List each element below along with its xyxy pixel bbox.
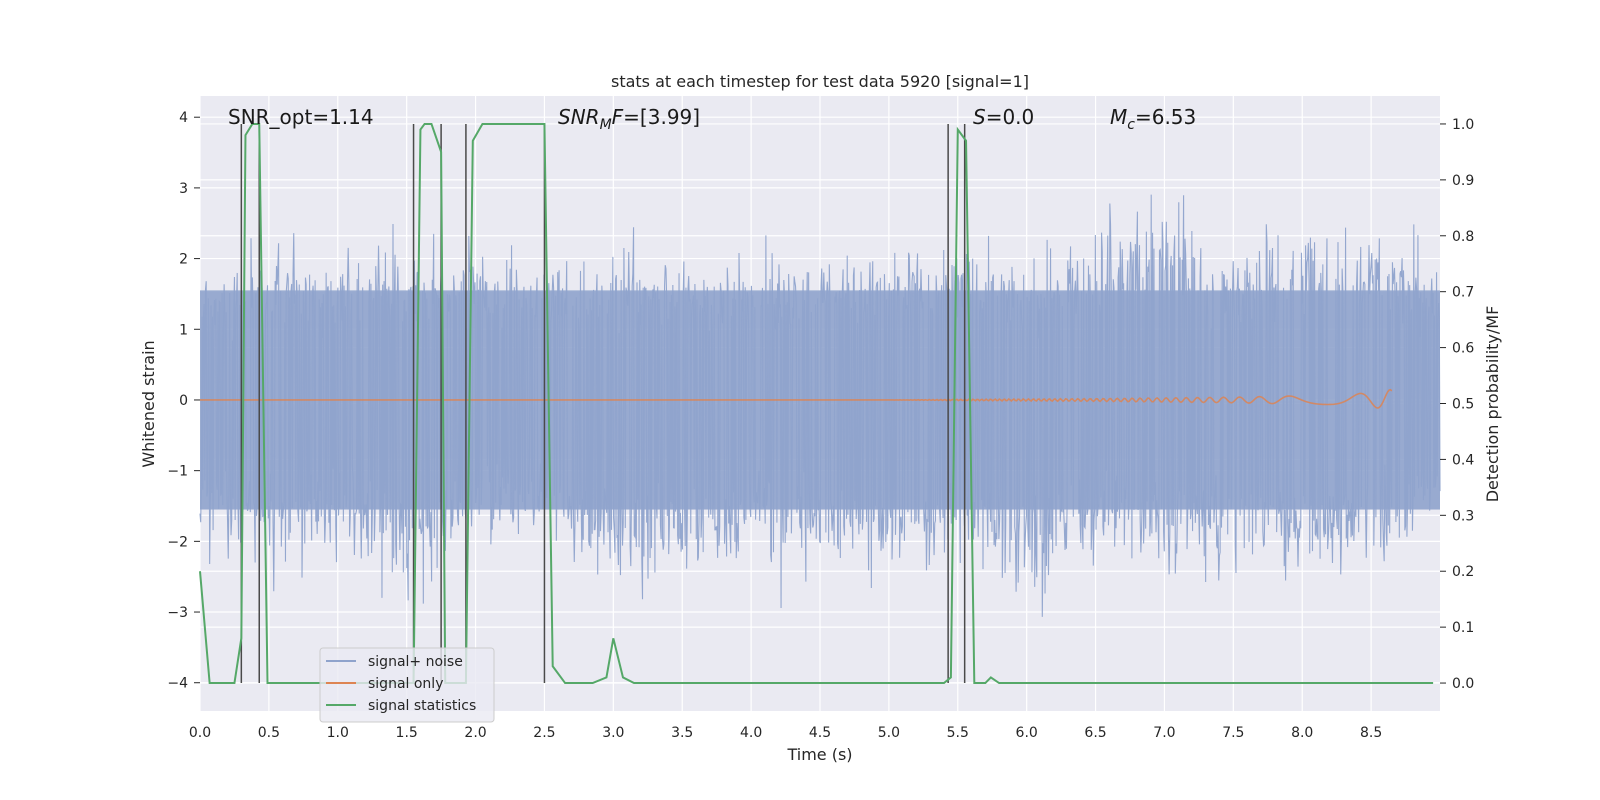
x-axis-label: Time (s) xyxy=(786,745,852,764)
y-tick-label: 3 xyxy=(179,181,188,197)
snr-mf-rest-italic: F xyxy=(612,105,624,129)
x-tick-label: 2.0 xyxy=(464,725,486,741)
y2-tick-label: 1.0 xyxy=(1452,117,1474,133)
x-tick-label: 1.5 xyxy=(396,725,418,741)
legend-label-stats: signal statistics xyxy=(368,698,476,714)
x-tick-label: 5.0 xyxy=(878,725,900,741)
y-axis-label: Whitened strain xyxy=(139,340,158,467)
x-tick-label: 4.0 xyxy=(740,725,762,741)
y2-axis-label: Detection probability/MF xyxy=(1483,306,1502,503)
x-tick-label: 3.0 xyxy=(602,725,624,741)
y-tick-label: 1 xyxy=(179,322,188,338)
annotation-mc: Mc=6.53 xyxy=(1110,105,1196,133)
signal-only-line xyxy=(200,388,1393,409)
x-tick-label: 7.0 xyxy=(1153,725,1175,741)
mc-rest: =6.53 xyxy=(1135,105,1196,129)
y-tick-label: −2 xyxy=(167,534,188,550)
x-tick-label: 7.5 xyxy=(1222,725,1244,741)
annotation-snr-opt: SNR_opt=1.14 xyxy=(228,105,374,129)
x-tick-label: 0.5 xyxy=(258,725,280,741)
x-tick-label: 3.5 xyxy=(671,725,693,741)
y-tick-label: 4 xyxy=(179,110,188,126)
y2-tick-label: 0.5 xyxy=(1452,397,1474,413)
snr-mf-main: SNR xyxy=(558,105,600,129)
mc-main: M xyxy=(1110,105,1127,129)
y2-tick-label: 0.6 xyxy=(1452,341,1474,357)
y-tick-label: 2 xyxy=(179,252,188,268)
y2-tick-label: 0.2 xyxy=(1452,564,1474,580)
y-tick-label: −1 xyxy=(167,464,188,480)
y-tick-label: −4 xyxy=(167,676,188,692)
x-tick-label: 1.0 xyxy=(327,725,349,741)
legend: signal+ noise signal only signal statist… xyxy=(319,647,495,723)
s-rest: =0.0 xyxy=(986,105,1035,129)
signal-statistics-line xyxy=(199,122,1434,685)
x-tick-label: 4.5 xyxy=(809,725,831,741)
chart-title: stats at each timestep for test data 592… xyxy=(611,72,1029,91)
y2-tick-label: 0.4 xyxy=(1452,452,1474,468)
y2-tick-label: 0.1 xyxy=(1452,620,1474,636)
s-main: S xyxy=(973,105,986,129)
y2-tick-label: 0.0 xyxy=(1452,676,1474,692)
x-tick-label: 8.5 xyxy=(1360,725,1382,741)
signal-only-series xyxy=(200,388,1393,409)
x-tick-label: 0.0 xyxy=(189,725,211,741)
y2-tick-label: 0.8 xyxy=(1452,229,1474,245)
snr-mf-rest: =[3.99] xyxy=(623,105,700,129)
y-tick-label: −3 xyxy=(167,605,188,621)
y2-axis-ticks: 1.0 0.9 0.8 0.7 0.6 0.5 0.4 0.3 0.2 0.1 0.0 xyxy=(1440,117,1474,692)
annotation-s: S=0.0 xyxy=(973,105,1034,129)
legend-label-noise: signal+ noise xyxy=(368,654,463,670)
noise-line xyxy=(199,194,1441,617)
y2-tick-label: 0.7 xyxy=(1452,285,1474,301)
x-tick-label: 6.0 xyxy=(1016,725,1038,741)
x-tick-label: 8.0 xyxy=(1291,725,1313,741)
x-axis-ticks: 0.0 0.5 1.0 1.5 2.0 2.5 3.0 3.5 4.0 4.5 5.0 5.5 6.0 6… xyxy=(189,725,1382,741)
x-tick-label: 5.5 xyxy=(947,725,969,741)
y-axis-ticks: 4 3 2 1 0 −1 −2 −3 −4 xyxy=(167,110,200,692)
y2-tick-label: 0.9 xyxy=(1452,173,1474,189)
y2-tick-label: 0.3 xyxy=(1452,508,1474,524)
mc-sub: c xyxy=(1127,117,1135,133)
annotation-snr-mf: SNRMF=[3.99] xyxy=(558,105,700,133)
snr-mf-sub: M xyxy=(600,117,612,133)
signal-statistics-series xyxy=(199,122,1434,685)
legend-box xyxy=(319,647,495,723)
legend-label-signal: signal only xyxy=(368,676,443,692)
x-tick-label: 2.5 xyxy=(533,725,555,741)
y-tick-label: 0 xyxy=(179,393,188,409)
x-tick-label: 6.5 xyxy=(1084,725,1106,741)
